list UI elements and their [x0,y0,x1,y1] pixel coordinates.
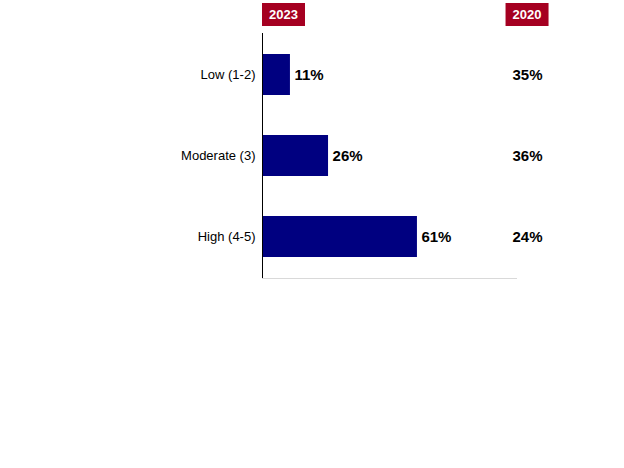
svg-text:35%35: 35%35 [512,66,542,83]
html-text:2023: 2023 [269,7,298,22]
svg-text:Moderate (3): Moderate (3) [181,148,255,163]
svg-text:High (4-5): High (4-5) [198,229,256,244]
svg-text:24%24: 24%24 [512,228,542,245]
html-text:2020: 2020 [512,7,542,22]
svg-text:61%: 61% [421,228,451,245]
svg-text:26%: 26% [333,147,363,164]
svg-text:11%: 11% [294,66,323,83]
svg-text:Low (1-2): Low (1-2) [201,67,256,82]
svg-text:36%36: 36%36 [512,147,542,164]
